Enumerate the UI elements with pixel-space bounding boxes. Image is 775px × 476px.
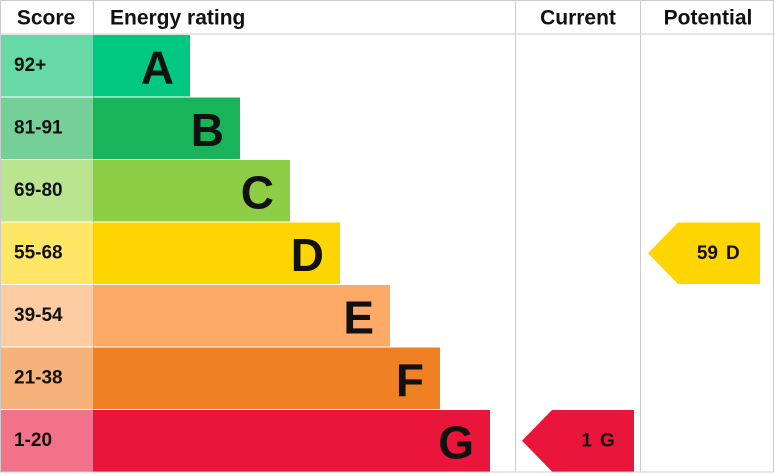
- score-label: 1-20: [14, 430, 52, 451]
- score-cell: [1, 347, 93, 409]
- score-cell: [1, 285, 93, 347]
- rating-letter: C: [241, 166, 274, 218]
- current-rating: G: [600, 430, 615, 451]
- rating-bar: [93, 160, 290, 222]
- score-label: 81-91: [14, 117, 63, 138]
- rating-letter: F: [396, 354, 424, 406]
- score-label: 92+: [14, 55, 46, 76]
- score-cell: [1, 160, 93, 222]
- column-header: Current: [540, 7, 616, 30]
- rating-letter: A: [141, 41, 174, 93]
- rating-bar: [93, 285, 390, 347]
- score-cell: [1, 222, 93, 284]
- score-cell: [1, 35, 93, 97]
- rating-bar: [93, 35, 190, 97]
- score-label: 21-38: [14, 367, 63, 388]
- score-cell: [1, 97, 93, 159]
- column-header: Score: [17, 7, 75, 30]
- rating-bar: [93, 347, 440, 409]
- rating-letter: B: [191, 104, 224, 156]
- rating-bar: [93, 222, 340, 284]
- current-score: 1: [581, 430, 592, 451]
- score-cell: [1, 410, 93, 472]
- rating-letter: G: [438, 416, 474, 468]
- potential-rating: D: [726, 243, 740, 264]
- rating-letter: E: [343, 291, 374, 343]
- score-label: 69-80: [14, 180, 63, 201]
- score-label: 39-54: [14, 305, 63, 326]
- rating-bar: [93, 410, 490, 472]
- rating-bar: [93, 97, 240, 159]
- potential-arrow: [648, 222, 760, 284]
- column-header: Energy rating: [110, 7, 245, 30]
- score-label: 55-68: [14, 242, 63, 263]
- rating-letter: D: [291, 229, 324, 281]
- column-header: Potential: [664, 7, 753, 30]
- potential-score: 59: [697, 243, 718, 264]
- current-arrow: [522, 410, 634, 472]
